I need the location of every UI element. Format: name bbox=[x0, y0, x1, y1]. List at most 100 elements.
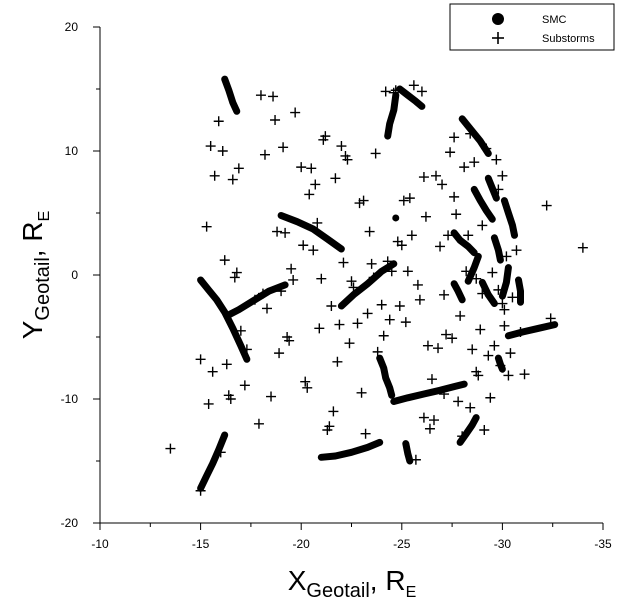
x-tick-label: -20 bbox=[293, 537, 311, 551]
substorm-point bbox=[449, 192, 459, 202]
substorm-point bbox=[453, 396, 463, 406]
substorm-point bbox=[272, 227, 282, 237]
substorm-point bbox=[286, 264, 296, 274]
substorm-point bbox=[451, 209, 461, 219]
smc-track bbox=[394, 384, 464, 401]
y-tick-label: 0 bbox=[71, 268, 78, 282]
y-axis-title-tail-sub: E bbox=[36, 211, 53, 222]
substorm-point bbox=[357, 388, 367, 398]
smc-track bbox=[406, 444, 410, 461]
smc-track bbox=[502, 268, 508, 297]
smc-track bbox=[201, 435, 225, 488]
substorm-point bbox=[459, 162, 469, 172]
substorm-point bbox=[381, 86, 391, 96]
smc-track bbox=[504, 201, 514, 236]
legend-substorms-label: Substorms bbox=[542, 33, 595, 45]
substorm-point bbox=[338, 258, 348, 268]
legend-smc-marker bbox=[492, 13, 504, 25]
substorm-point bbox=[367, 259, 377, 269]
legend: SMC Substorms bbox=[450, 4, 614, 50]
substorm-point bbox=[491, 155, 501, 165]
smc-track bbox=[321, 442, 379, 457]
smc-track bbox=[508, 325, 554, 336]
x-tick-label: -30 bbox=[494, 537, 512, 551]
substorm-point bbox=[475, 325, 485, 335]
substorm-point bbox=[332, 357, 342, 367]
substorm-point bbox=[439, 290, 449, 300]
substorm-point bbox=[487, 268, 497, 278]
smc-track bbox=[388, 95, 396, 136]
substorm-point bbox=[399, 196, 409, 206]
substorm-point bbox=[505, 348, 515, 358]
substorm-point bbox=[463, 230, 473, 240]
y-tick-label: 20 bbox=[65, 20, 79, 34]
substorm-point bbox=[314, 323, 324, 333]
substorm-point bbox=[429, 415, 439, 425]
substorm-point bbox=[435, 241, 445, 251]
substorm-point bbox=[497, 171, 507, 181]
substorm-point bbox=[423, 341, 433, 351]
substorm-point bbox=[334, 320, 344, 330]
substorm-point bbox=[379, 331, 389, 341]
substorm-point bbox=[298, 240, 308, 250]
smc-track bbox=[488, 178, 496, 198]
y-axis-title-main: Y bbox=[17, 320, 48, 339]
substorm-point bbox=[296, 162, 306, 172]
smc-track bbox=[380, 358, 392, 395]
substorm-point bbox=[437, 179, 447, 189]
substorm-point bbox=[511, 245, 521, 255]
substorm-point bbox=[206, 141, 216, 151]
substorm-point bbox=[499, 305, 509, 315]
legend-smc-label: SMC bbox=[542, 14, 567, 26]
substorm-point bbox=[268, 91, 278, 101]
substorm-point bbox=[210, 171, 220, 181]
x-axis-title-tail: , R bbox=[370, 565, 406, 596]
substorm-point bbox=[405, 193, 415, 203]
substorm-point bbox=[363, 308, 373, 318]
x-tick-label: -10 bbox=[91, 537, 109, 551]
smc-track bbox=[474, 189, 492, 219]
substorm-point bbox=[361, 429, 371, 439]
substorm-point bbox=[489, 341, 499, 351]
substorm-point bbox=[353, 318, 363, 328]
y-tick-label: -20 bbox=[61, 516, 79, 530]
substorm-point bbox=[218, 146, 228, 156]
substorm-point bbox=[407, 230, 417, 240]
substorm-point bbox=[232, 268, 242, 278]
substorm-point bbox=[208, 367, 218, 377]
substorm-point bbox=[377, 300, 387, 310]
substorm-point bbox=[467, 344, 477, 354]
smc-track bbox=[519, 280, 521, 302]
substorm-point bbox=[300, 377, 310, 387]
substorm-point bbox=[371, 148, 381, 158]
substorm-point bbox=[234, 163, 244, 173]
substorm-point bbox=[503, 370, 513, 380]
substorm-point bbox=[479, 425, 489, 435]
substorm-point bbox=[228, 175, 238, 185]
substorm-point bbox=[344, 338, 354, 348]
substorm-point bbox=[280, 228, 290, 238]
x-axis-title-main: X bbox=[288, 565, 307, 596]
substorm-point bbox=[419, 172, 429, 182]
substorm-point bbox=[427, 374, 437, 384]
substorm-point bbox=[222, 359, 232, 369]
substorm-point bbox=[419, 413, 429, 423]
substorm-point bbox=[302, 383, 312, 393]
y-axis-title-sub: Geotail bbox=[32, 257, 54, 320]
smc-track bbox=[494, 238, 500, 260]
substorm-point bbox=[542, 201, 552, 211]
smc-track bbox=[225, 79, 237, 111]
substorm-point bbox=[403, 266, 413, 276]
x-axis-title-tail-sub: E bbox=[406, 584, 417, 600]
substorm-point bbox=[497, 299, 507, 309]
substorm-point bbox=[266, 392, 276, 402]
smc-point bbox=[392, 214, 399, 221]
substorm-point bbox=[425, 424, 435, 434]
substorm-point bbox=[477, 220, 487, 230]
substorm-point bbox=[445, 147, 455, 157]
plot-frame bbox=[100, 27, 603, 523]
substorm-point bbox=[347, 276, 357, 286]
substorm-point bbox=[433, 343, 443, 353]
substorm-point bbox=[395, 301, 405, 311]
y-tick-label: 10 bbox=[65, 144, 79, 158]
